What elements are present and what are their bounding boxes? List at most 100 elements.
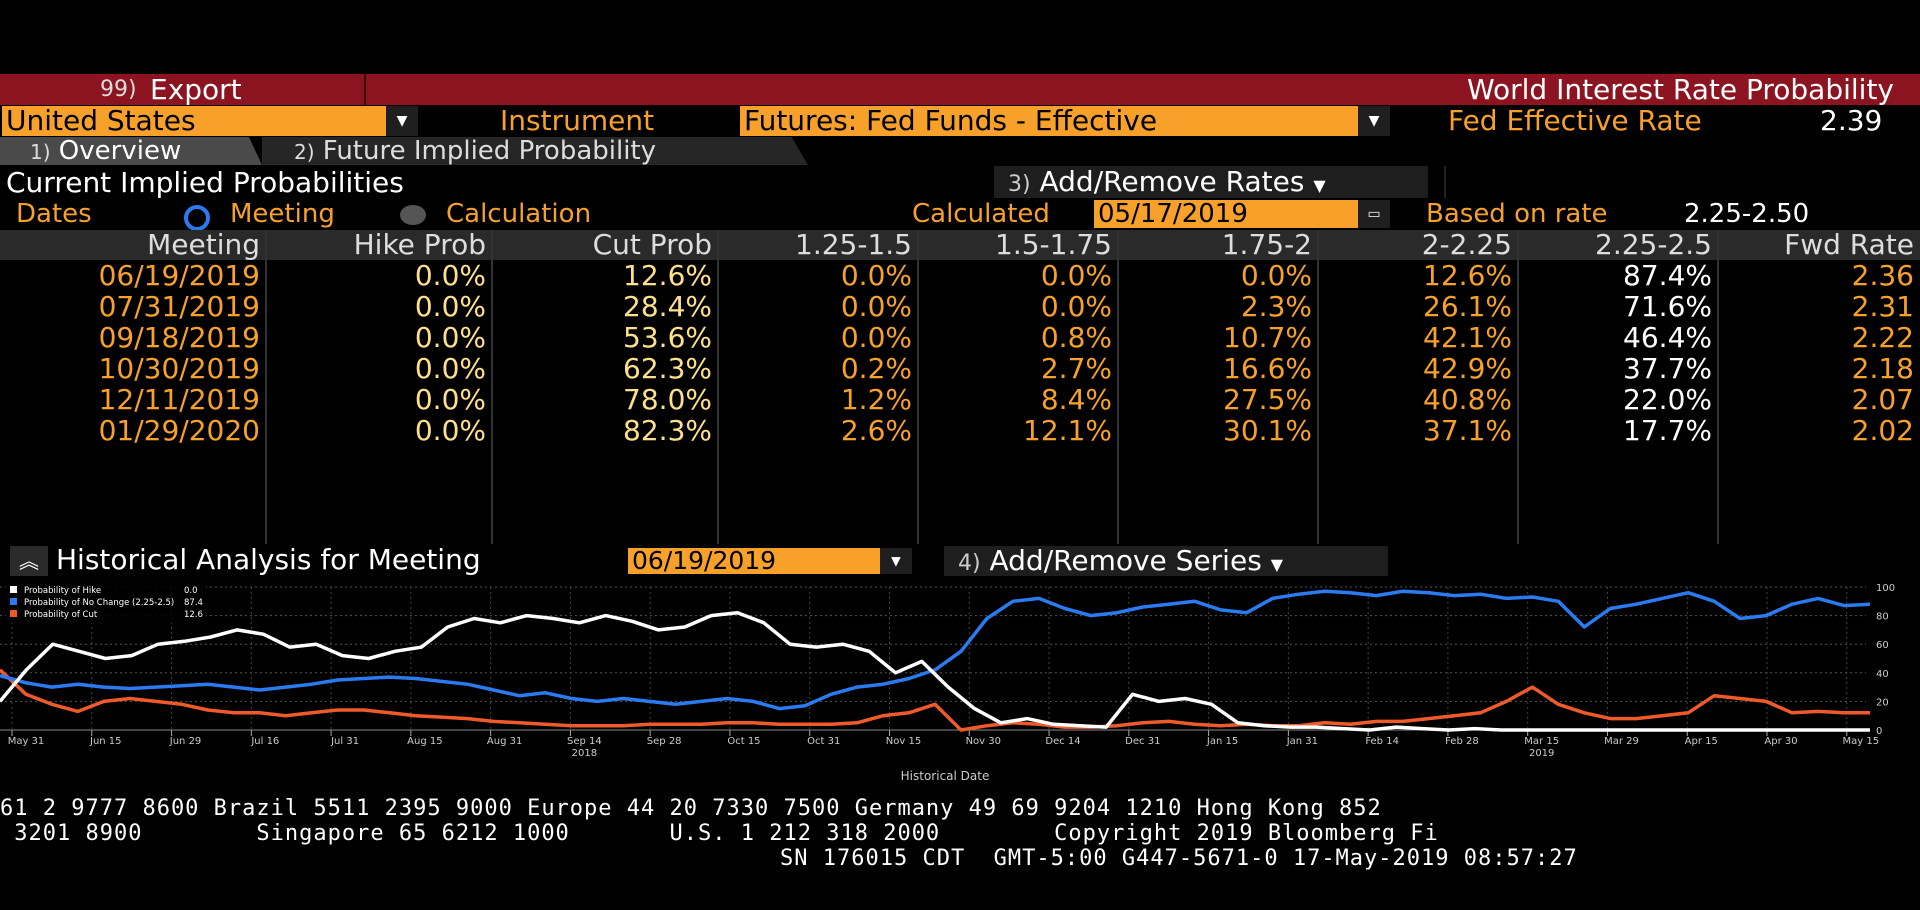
column-header-rate-1-5-1-75[interactable]: 1.5-1.75 bbox=[918, 230, 1118, 260]
table-cell-meeting[interactable]: 09/18/2019 bbox=[98, 321, 260, 354]
y-tick-label: 100 bbox=[1876, 583, 1895, 594]
fed-rate-label: Fed Effective Rate bbox=[1448, 104, 1702, 137]
table-cell-meeting[interactable]: 06/19/2019 bbox=[98, 259, 260, 292]
add-remove-rates-button[interactable] bbox=[994, 166, 1428, 198]
table-cell-meeting[interactable]: 01/29/2020 bbox=[98, 414, 260, 447]
country-select[interactable]: United States bbox=[2, 106, 386, 136]
radio-meeting-label[interactable]: Meeting bbox=[230, 199, 335, 229]
x-tick-label: Mar 15 bbox=[1524, 736, 1559, 747]
table-cell-rate-1-5-1-75: 0.8% bbox=[1040, 321, 1112, 354]
tab-overview-number: 1) bbox=[30, 140, 51, 164]
x-tick-label: Jan 31 bbox=[1286, 736, 1318, 747]
table-cell-cut-prob: 82.3% bbox=[623, 414, 712, 447]
historical-chart[interactable]: 100 80 60 40 20 0 May 31 Jun 15 Jun 29 Jul 16 Jul … bbox=[0, 577, 1920, 793]
column-header-cut-prob[interactable]: Cut Prob bbox=[492, 230, 718, 260]
section-title: Current Implied Probabilities bbox=[6, 166, 404, 199]
radio-calculation-icon[interactable] bbox=[400, 205, 426, 225]
table-cell-meeting[interactable]: 10/30/2019 bbox=[98, 352, 260, 385]
tab-future-text: Future Implied Probability bbox=[322, 136, 657, 166]
x-tick-label: Feb 14 bbox=[1365, 736, 1399, 747]
table-cell-fwd-rate: 2.36 bbox=[1851, 259, 1914, 292]
export-label[interactable]: Export bbox=[150, 73, 242, 106]
column-header-hike-prob[interactable]: Hike Prob bbox=[266, 230, 492, 260]
column-divider bbox=[265, 230, 267, 544]
table-cell-fwd-rate: 2.22 bbox=[1851, 321, 1914, 354]
legend-box bbox=[6, 583, 206, 623]
page-title: World Interest Rate Probability bbox=[1466, 73, 1894, 106]
add-remove-series-button[interactable] bbox=[944, 546, 1388, 576]
calculated-date-input[interactable]: 05/17/2019 bbox=[1094, 200, 1358, 228]
table-cell-rate-1-25-1-5: 0.2% bbox=[840, 352, 912, 385]
table-cell-rate-1-75-2: 30.1% bbox=[1223, 414, 1312, 447]
calculated-label: Calculated bbox=[912, 199, 1050, 229]
x-tick-label: Jul 16 bbox=[250, 736, 279, 747]
x-tick-label: Dec 14 bbox=[1045, 736, 1080, 747]
table-cell-meeting[interactable]: 12/11/2019 bbox=[98, 383, 260, 416]
x-tick-label: Aug 15 bbox=[407, 736, 442, 747]
table-cell-rate-1-5-1-75: 0.0% bbox=[1040, 290, 1112, 323]
column-header-rate-1-75-2[interactable]: 1.75-2 bbox=[1118, 230, 1318, 260]
column-header-fwd-rate[interactable]: Fwd Rate bbox=[1718, 230, 1920, 260]
legend-value: 0.0 bbox=[184, 586, 198, 596]
table-cell-rate-2-2-25: 12.6% bbox=[1423, 259, 1512, 292]
legend-label: Probability of Hike bbox=[24, 586, 101, 596]
legend-swatch bbox=[10, 586, 17, 593]
table-cell-hike-prob: 0.0% bbox=[414, 321, 486, 354]
table-cell-rate-1-75-2: 10.7% bbox=[1223, 321, 1312, 354]
x-year-label: 2019 bbox=[1529, 748, 1554, 759]
table-cell-rate-1-75-2: 2.3% bbox=[1240, 290, 1312, 323]
add-remove-rates-label: 3) Add/Remove Rates ▼ bbox=[1008, 166, 1326, 202]
column-divider bbox=[1317, 230, 1319, 544]
table-cell-rate-2-2-25: 40.8% bbox=[1423, 383, 1512, 416]
tab-overview-text: Overview bbox=[58, 136, 182, 166]
table-cell-rate-1-25-1-5: 0.0% bbox=[840, 321, 912, 354]
instrument-select[interactable]: Futures: Fed Funds - Effective bbox=[740, 106, 1358, 136]
x-tick-label: Sep 28 bbox=[647, 736, 682, 747]
table-cell-rate-1-5-1-75: 12.1% bbox=[1023, 414, 1112, 447]
column-divider bbox=[1517, 230, 1519, 544]
x-tick-label: Jun 15 bbox=[89, 736, 122, 747]
column-header-rate-2-2-25[interactable]: 2-2.25 bbox=[1318, 230, 1518, 260]
table-cell-rate-2-25-2-5: 87.4% bbox=[1623, 259, 1712, 292]
radio-meeting-icon[interactable] bbox=[184, 205, 210, 231]
y-tick-label: 40 bbox=[1876, 669, 1889, 680]
x-tick-label: Jun 29 bbox=[169, 736, 202, 747]
table-cell-rate-1-5-1-75: 0.0% bbox=[1040, 259, 1112, 292]
table-cell-rate-2-2-25: 42.1% bbox=[1423, 321, 1512, 354]
table-cell-rate-2-25-2-5: 17.7% bbox=[1623, 414, 1712, 447]
tab-overview[interactable] bbox=[0, 137, 262, 165]
x-tick-label: Sep 14 bbox=[567, 736, 602, 747]
x-tick-label: Mar 29 bbox=[1604, 736, 1639, 747]
table-cell-rate-1-25-1-5: 1.2% bbox=[840, 383, 912, 416]
table-cell-rate-1-75-2: 27.5% bbox=[1223, 383, 1312, 416]
legend-label: Probability of Cut bbox=[24, 610, 98, 620]
table-cell-meeting[interactable]: 07/31/2019 bbox=[98, 290, 260, 323]
column-divider bbox=[917, 230, 919, 544]
x-tick-label: Aug 31 bbox=[487, 736, 522, 747]
table-cell-rate-1-5-1-75: 2.7% bbox=[1040, 352, 1112, 385]
calendar-icon[interactable]: ▭ bbox=[1358, 200, 1390, 228]
column-header-meeting[interactable]: Meeting bbox=[0, 230, 266, 260]
column-header-rate-2-25-2-5[interactable]: 2.25-2.5 bbox=[1518, 230, 1718, 260]
table-cell-hike-prob: 0.0% bbox=[414, 290, 486, 323]
table-cell-hike-prob: 0.0% bbox=[414, 383, 486, 416]
x-tick-label: Dec 31 bbox=[1125, 736, 1160, 747]
collapse-icon[interactable]: ︽ bbox=[10, 546, 48, 576]
table-cell-rate-2-25-2-5: 71.6% bbox=[1623, 290, 1712, 323]
meeting-dropdown-icon[interactable]: ▼ bbox=[880, 548, 912, 574]
series-line-probability-of-no-change-2-25-2-5 bbox=[0, 589, 1871, 711]
table-cell-cut-prob: 12.6% bbox=[623, 259, 712, 292]
instrument-dropdown-icon[interactable]: ▼ bbox=[1358, 106, 1390, 136]
tab-future-implied-probability[interactable] bbox=[262, 137, 808, 165]
country-dropdown-icon[interactable]: ▼ bbox=[386, 106, 418, 136]
table-cell-rate-1-25-1-5: 0.0% bbox=[840, 259, 912, 292]
column-header-rate-1-25-1-5[interactable]: 1.25-1.5 bbox=[718, 230, 918, 260]
export-button[interactable] bbox=[0, 74, 366, 105]
column-divider bbox=[1117, 230, 1119, 544]
export-number: 99) bbox=[100, 77, 137, 102]
x-tick-label: Jan 15 bbox=[1206, 736, 1238, 747]
historical-meeting-select[interactable]: 06/19/2019 bbox=[628, 548, 884, 574]
y-tick-label: 20 bbox=[1876, 697, 1889, 708]
ticker-line-1: 61 2 9777 8600 Brazil 5511 2395 9000 Eur… bbox=[0, 796, 1382, 821]
radio-calculation-label[interactable]: Calculation bbox=[446, 199, 592, 229]
